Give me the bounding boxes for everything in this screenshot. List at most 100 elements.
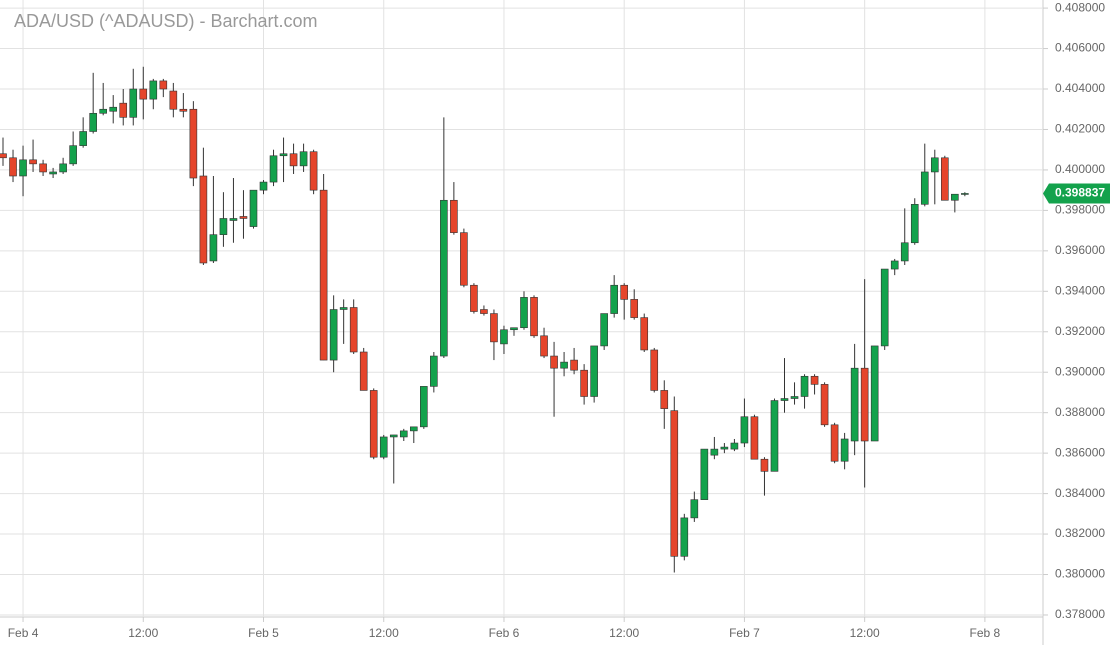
y-tick-label: 0.392000 [1055, 324, 1105, 338]
candle-body [951, 193, 959, 201]
y-tick-label: 0.400000 [1055, 162, 1105, 176]
candle-body [379, 436, 388, 458]
candle-body [600, 313, 608, 347]
candle-body [710, 448, 719, 456]
candle-body [720, 446, 729, 450]
x-tick-label: Feb 4 [8, 626, 39, 640]
candle-body [530, 297, 538, 337]
candle-body [640, 317, 649, 351]
candle-body [199, 175, 208, 264]
candle-body [119, 102, 128, 118]
candle-body [79, 131, 87, 146]
candle-body [139, 88, 148, 100]
candle-body [209, 234, 218, 262]
candle-body [490, 313, 498, 343]
candle-body [430, 355, 438, 387]
last-price-label: 0.398837 [1055, 186, 1105, 200]
candle-body [650, 349, 659, 391]
candle-body [159, 80, 168, 90]
candle-body [299, 151, 308, 167]
candle-body [409, 426, 418, 432]
candle-body [590, 345, 598, 397]
candle-body [580, 369, 588, 397]
candle-body [500, 329, 508, 345]
y-tick-label: 0.382000 [1055, 526, 1105, 540]
candle-body [800, 375, 809, 397]
candle-body [339, 307, 348, 310]
candle-body [169, 90, 178, 110]
candle-body [59, 163, 67, 173]
candle-body [930, 157, 939, 173]
candle-body [880, 268, 889, 347]
candle-body [760, 458, 769, 472]
candle-body [560, 361, 568, 369]
candle-body [890, 260, 899, 270]
candle-body [229, 218, 238, 221]
candle-body [610, 284, 618, 314]
candle-body [540, 335, 548, 357]
x-tick-label: Feb 5 [248, 626, 279, 640]
candle-body [550, 355, 558, 369]
candle-body [850, 367, 859, 442]
candle-body [660, 390, 669, 409]
y-tick-label: 0.398000 [1055, 203, 1105, 217]
chart-title: ADA/USD (^ADAUSD) - Barchart.com [14, 11, 318, 31]
candle-body [920, 171, 929, 205]
y-tick-label: 0.408000 [1055, 0, 1105, 14]
candle-body [89, 112, 97, 132]
candle-body [319, 189, 328, 361]
x-tick-label: 12:00 [850, 626, 880, 640]
candle-body [239, 216, 248, 219]
candle-body [520, 297, 528, 329]
y-tick-label: 0.386000 [1055, 445, 1105, 459]
candle-body [179, 108, 188, 112]
y-tick-label: 0.404000 [1055, 81, 1105, 95]
candle-body [750, 416, 759, 460]
candle-body [269, 155, 278, 183]
y-tick-label: 0.406000 [1055, 41, 1105, 55]
candle-body [329, 309, 338, 361]
candle-body [99, 108, 107, 114]
candle-body [700, 448, 709, 500]
candle-body [620, 284, 628, 300]
y-tick-label: 0.390000 [1055, 364, 1105, 378]
x-tick-label: 12:00 [369, 626, 399, 640]
candle-body [389, 434, 398, 438]
candle-body [49, 171, 57, 175]
candle-body [369, 390, 378, 458]
candle-body [219, 218, 228, 235]
candle-body [840, 438, 849, 462]
candle-body [780, 398, 789, 401]
candle-body [349, 307, 358, 353]
candle-body [129, 88, 138, 118]
candle-body [470, 284, 478, 312]
candle-body [259, 181, 268, 191]
y-tick-label: 0.380000 [1055, 567, 1105, 581]
candle-body [910, 204, 919, 244]
candle-body [680, 517, 689, 557]
y-tick-label: 0.378000 [1055, 607, 1105, 621]
candle-body [900, 242, 909, 262]
candle-body [690, 499, 699, 519]
x-tick-label: Feb 8 [970, 626, 1001, 640]
y-tick-label: 0.388000 [1055, 405, 1105, 419]
candle-body [9, 157, 17, 177]
candle-body [0, 153, 7, 159]
x-tick-label: Feb 6 [489, 626, 520, 640]
candle-body [941, 157, 949, 201]
candle-body [29, 159, 37, 165]
candle-body [770, 400, 779, 472]
candle-body [69, 145, 77, 165]
candle-body [480, 309, 488, 314]
y-tick-label: 0.384000 [1055, 486, 1105, 500]
candle-body [570, 359, 578, 371]
candle-body [39, 163, 47, 173]
candle-body [820, 384, 829, 426]
candle-body [740, 416, 749, 444]
candle-body [730, 442, 739, 450]
candle-body [630, 299, 639, 318]
candle-body [810, 375, 819, 385]
candle-body [420, 386, 428, 428]
candle-body [870, 345, 879, 442]
